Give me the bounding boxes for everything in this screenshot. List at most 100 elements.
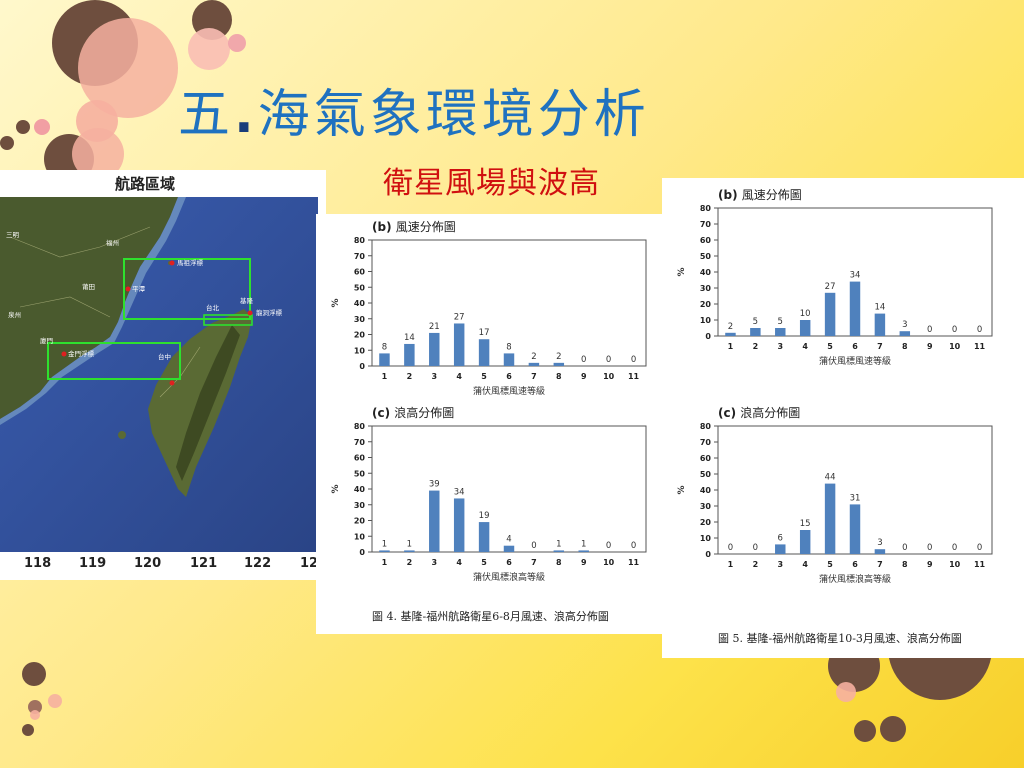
lon-label: 120	[134, 556, 162, 571]
y-tick-label: 80	[354, 422, 366, 431]
bar	[849, 504, 861, 554]
data-label: 3	[877, 538, 882, 548]
x-tick-label: 7	[531, 558, 537, 567]
bar	[478, 339, 490, 366]
bar	[453, 323, 465, 366]
x-tick-label: 11	[628, 558, 640, 567]
x-tick-label: 6	[506, 372, 512, 381]
bar	[750, 328, 761, 336]
longitude-axis: 118 119 120 121 122 12	[0, 556, 326, 576]
chart-wind-speed-winter: (b) 風速分佈圖%010203040506070802152531042753…	[677, 187, 993, 367]
y-tick-label: 70	[354, 252, 366, 261]
chart-wave-height-summer: (c) 浪高分佈圖%010203040506070801112393344195…	[331, 405, 647, 583]
x-tick-label: 4	[456, 558, 462, 567]
decor-circle	[22, 662, 46, 686]
data-label: 0	[631, 541, 636, 551]
y-axis-label: %	[331, 484, 341, 493]
mainland	[0, 197, 178, 419]
y-tick-label: 40	[700, 486, 712, 495]
data-label: 8	[506, 342, 511, 352]
bar	[725, 332, 736, 336]
x-tick-label: 5	[827, 342, 833, 351]
x-tick-label: 5	[481, 372, 487, 381]
data-label: 0	[927, 325, 932, 335]
label-kinmen: 金門浮標	[68, 349, 95, 358]
y-tick-label: 60	[354, 268, 366, 277]
x-tick-label: 9	[927, 342, 933, 351]
x-tick-label: 2	[753, 342, 759, 351]
y-tick-label: 30	[354, 501, 366, 510]
buoy-pingtan	[125, 286, 131, 292]
data-label: 0	[581, 355, 586, 365]
y-tick-label: 70	[354, 438, 366, 447]
data-label: 34	[454, 487, 465, 497]
lon-label: 118	[24, 556, 52, 571]
bar	[799, 530, 811, 554]
x-tick-label: 10	[603, 558, 615, 567]
data-label: 0	[531, 541, 536, 551]
taiwan-mountains	[176, 325, 240, 481]
y-tick-label: 40	[354, 299, 366, 308]
x-axis-label: 蒲伏風標風速等級	[473, 385, 545, 397]
y-tick-label: 40	[700, 268, 712, 277]
y-tick-label: 20	[700, 300, 712, 309]
decor-circle	[880, 716, 906, 742]
chart-title: (b) 風速分佈圖	[718, 187, 802, 202]
bar	[824, 292, 836, 336]
y-tick-label: 70	[700, 220, 712, 229]
label-taichung: 台中	[158, 352, 171, 361]
x-tick-label: 9	[581, 372, 587, 381]
x-tick-label: 8	[556, 372, 562, 381]
x-tick-label: 7	[877, 342, 883, 351]
x-tick-label: 4	[802, 560, 808, 569]
bar	[503, 545, 515, 552]
x-tick-label: 7	[531, 372, 537, 381]
y-tick-label: 0	[359, 362, 365, 371]
data-label: 1	[556, 539, 561, 549]
y-tick-label: 0	[705, 550, 711, 559]
x-tick-label: 5	[827, 560, 833, 569]
data-label: 4	[506, 535, 511, 545]
slide-title: 五.海氣象環境分析	[178, 72, 650, 147]
x-tick-label: 4	[456, 372, 462, 381]
label-longdong: 龍洞浮標	[256, 308, 283, 317]
data-label: 15	[800, 519, 811, 529]
bar	[404, 343, 415, 366]
slide-subtitle: 衛星風場與波高	[383, 166, 600, 201]
data-label: 2	[728, 322, 733, 332]
data-label: 5	[778, 317, 783, 327]
route-box-south	[47, 342, 181, 380]
bar	[429, 490, 440, 552]
y-tick-label: 0	[705, 332, 711, 341]
x-tick-label: 1	[382, 372, 388, 381]
bar	[899, 331, 911, 336]
bar	[379, 550, 390, 552]
data-label: 14	[404, 333, 415, 343]
label-quanzhou: 泉州	[8, 310, 21, 319]
route-box-north	[123, 258, 251, 320]
data-label: 3	[902, 320, 907, 330]
y-tick-label: 80	[354, 236, 366, 245]
data-label: 0	[977, 325, 982, 335]
decor-circle	[22, 724, 34, 736]
data-label: 0	[902, 543, 907, 553]
data-label: 8	[382, 342, 387, 352]
x-tick-label: 2	[407, 558, 413, 567]
x-tick-label: 6	[852, 560, 858, 569]
decor-circle	[854, 720, 876, 742]
bar	[503, 353, 515, 366]
x-tick-label: 8	[556, 558, 562, 567]
y-tick-label: 50	[354, 283, 366, 292]
data-label: 0	[753, 543, 758, 553]
bar	[429, 332, 440, 366]
data-label: 0	[952, 325, 957, 335]
y-tick-label: 40	[354, 485, 366, 494]
lon-label: 119	[79, 556, 107, 571]
x-tick-label: 3	[777, 560, 783, 569]
x-tick-label: 10	[603, 372, 615, 381]
data-label: 0	[606, 355, 611, 365]
x-axis-label: 蒲伏風標浪高等級	[473, 571, 545, 583]
title-number: 五	[178, 85, 235, 145]
bar	[404, 550, 415, 552]
data-label: 1	[382, 539, 387, 549]
